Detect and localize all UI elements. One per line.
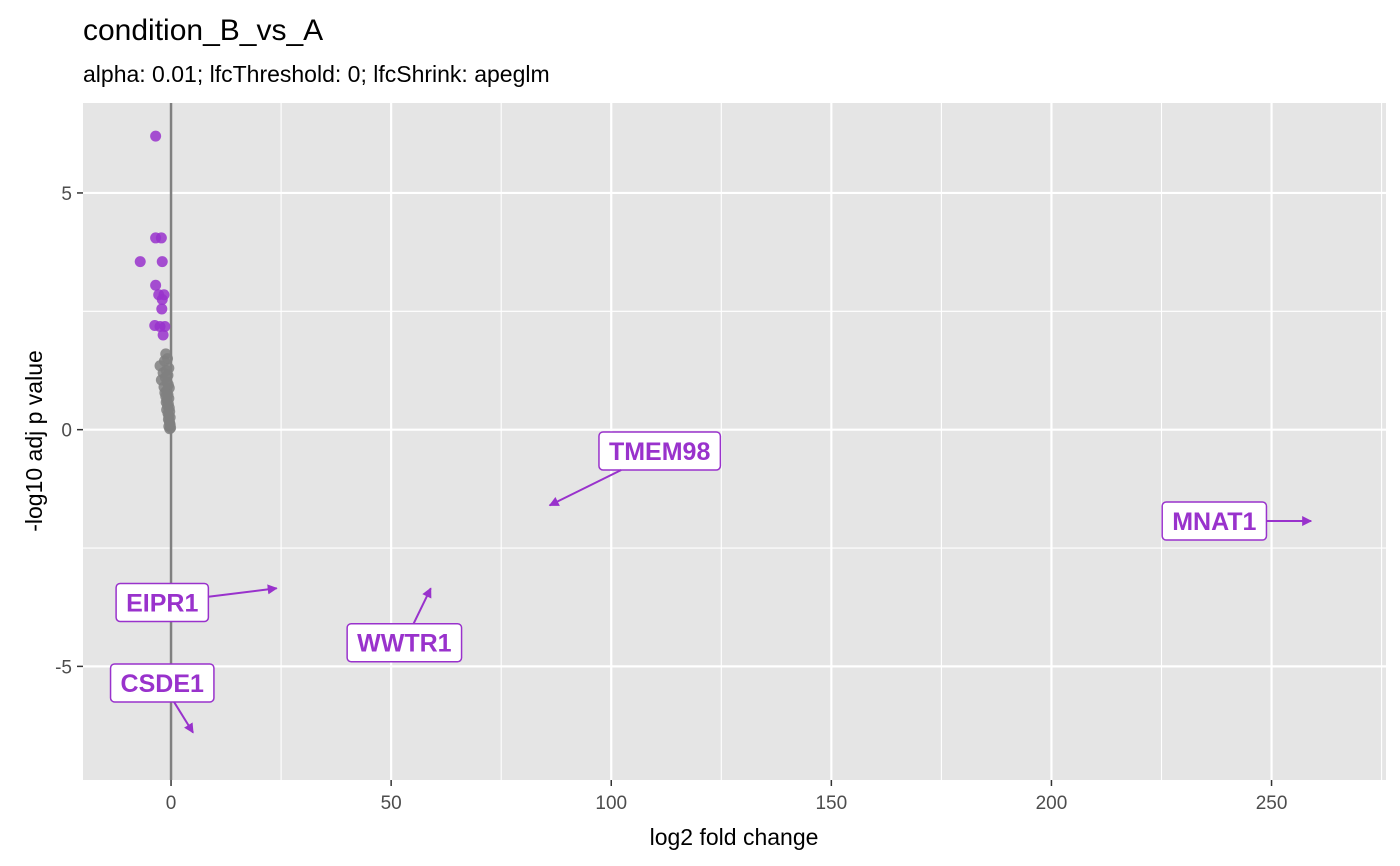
- data-point: [156, 293, 168, 305]
- gene-label-eipr1: EIPR1: [115, 582, 278, 623]
- grid-lines: [83, 103, 1386, 780]
- axis-ticks: 0 50 100 150 200 250 -5 0 5: [55, 184, 1287, 814]
- gene-label-arrow: [412, 587, 432, 625]
- data-point: [157, 329, 169, 341]
- data-point: [150, 279, 162, 291]
- y-tick-label: -5: [55, 657, 72, 678]
- data-point: [156, 303, 168, 315]
- gene-label-text: EIPR1: [126, 589, 198, 617]
- plot-panel: [83, 103, 1386, 780]
- chart-subtitle: alpha: 0.01; lfcThreshold: 0; lfcShrink:…: [83, 61, 550, 87]
- x-tick-label: 50: [381, 793, 402, 814]
- data-point: [134, 256, 146, 268]
- x-tick-label: 150: [815, 793, 847, 814]
- gene-label-arrow: [208, 584, 278, 598]
- x-tick-label: 0: [166, 793, 177, 814]
- gene-label-text: MNAT1: [1172, 508, 1256, 536]
- gene-label-mnat1: MNAT1: [1161, 501, 1313, 541]
- chart-title: condition_B_vs_A: [83, 14, 323, 47]
- gene-label-csde1: CSDE1: [109, 663, 215, 734]
- gene-label-arrow: [173, 701, 194, 734]
- gene-label-tmem98: TMEM98: [548, 431, 722, 507]
- data-point: [150, 130, 162, 142]
- y-tick-label: 0: [61, 421, 72, 442]
- gene-label-arrow: [548, 469, 622, 507]
- x-tick-label: 100: [595, 793, 627, 814]
- data-point: [155, 232, 167, 244]
- gene-label-box: [109, 663, 215, 703]
- y-axis-title: -log10 adj p value: [21, 350, 47, 532]
- data-points: [134, 130, 177, 435]
- gene-label-text: WWTR1: [357, 630, 452, 658]
- gene-label-text: CSDE1: [121, 670, 204, 698]
- data-point: [156, 256, 168, 268]
- y-tick-label: 5: [61, 184, 72, 205]
- data-point: [164, 423, 176, 435]
- data-point: [159, 320, 171, 332]
- gene-labels: TMEM98 MNAT1 EIPR1 WWTR1 CSDE1: [109, 431, 1313, 734]
- gene-label-box: [346, 622, 463, 663]
- gene-label-box: [598, 431, 722, 471]
- gene-label-text: TMEM98: [609, 438, 711, 466]
- gene-label-box: [115, 582, 210, 623]
- x-tick-label: 200: [1036, 793, 1068, 814]
- x-tick-label: 250: [1256, 793, 1288, 814]
- x-axis-title: log2 fold change: [650, 824, 819, 850]
- gene-label-wwtr1: WWTR1: [346, 587, 463, 663]
